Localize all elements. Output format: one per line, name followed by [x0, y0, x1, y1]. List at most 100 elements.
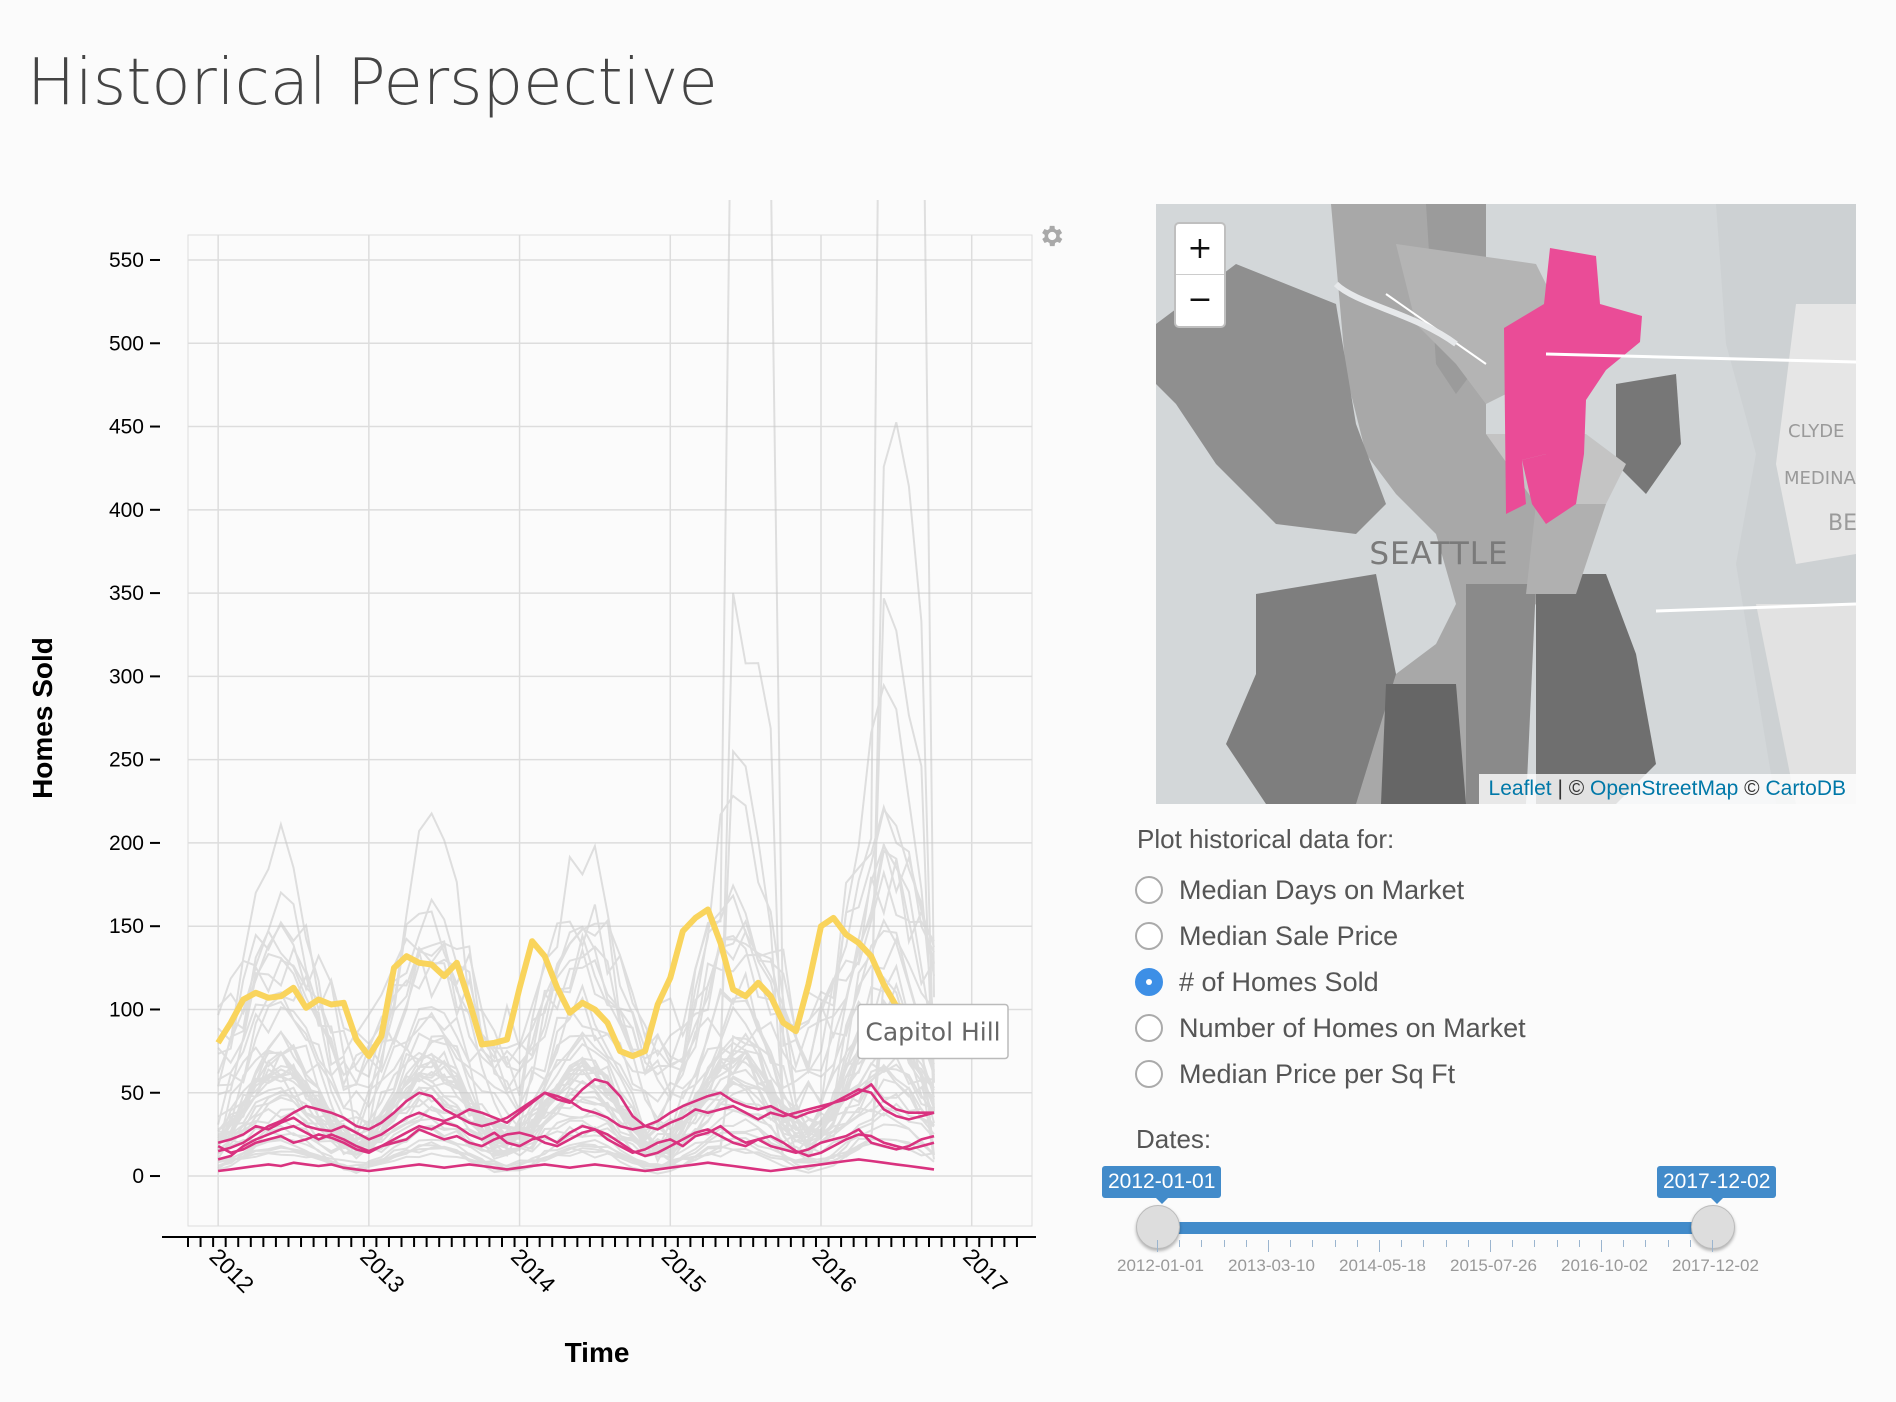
- selected-series-line: [217, 1083, 934, 1144]
- y-tick-label: 300: [109, 665, 144, 688]
- slider-tick: [1645, 1240, 1647, 1247]
- gear-icon[interactable]: [1037, 222, 1065, 250]
- background-series-line: [218, 981, 935, 1116]
- y-tick-label: 250: [109, 749, 144, 772]
- y-tick-label: 450: [109, 416, 144, 439]
- slider-tick: [1268, 1240, 1269, 1252]
- x-tick-label: 2016: [807, 1243, 862, 1298]
- radio-button[interactable]: [1135, 968, 1163, 996]
- slider-tick: [1578, 1240, 1580, 1247]
- slider-tick: [1401, 1240, 1403, 1247]
- background-series-line: [217, 1078, 935, 1163]
- plot-data-label: Plot historical data for:: [1137, 824, 1395, 854]
- slider-tick: [1623, 1240, 1625, 1247]
- date-range-slider[interactable]: 2012-01-01 2017-12-02 2012-01-01 2013-03…: [1100, 1160, 1800, 1280]
- background-series-line: [217, 1065, 935, 1148]
- tooltip-box: [857, 1003, 1009, 1060]
- tooltip-text: Capitol Hill: [865, 1017, 1000, 1046]
- zoom-control: + −: [1174, 222, 1226, 328]
- attribution-separator: | ©: [1551, 777, 1591, 800]
- slider-to-badge: 2017-12-02: [1657, 1166, 1777, 1204]
- slider-to-handle[interactable]: [1691, 1205, 1735, 1249]
- background-series-line: [217, 1105, 935, 1159]
- slider-grid-label: 2016-10-02: [1561, 1256, 1648, 1275]
- x-tick-label: 2012: [205, 1243, 260, 1298]
- homes-sold-chart: 0 50 100 150 200 250 300 350 400 450 500 550 2012 201…: [27, 200, 1036, 1368]
- radio-label: Number of Homes on Market: [1179, 1012, 1526, 1043]
- map-tiles: SEATTLE CLYDE MEDINA BE: [1156, 204, 1856, 804]
- y-tick-label: 350: [109, 582, 144, 605]
- selected-series-line: [217, 1078, 935, 1153]
- slider-selected-range[interactable]: [1156, 1222, 1710, 1234]
- dates-label: Dates:: [1136, 1124, 1212, 1154]
- slider-tick: [1512, 1240, 1514, 1247]
- zoom-out-button[interactable]: −: [1187, 282, 1213, 317]
- slider-tick: [1423, 1240, 1425, 1247]
- slider-from-badge: 2012-01-01: [1102, 1166, 1222, 1204]
- map-attribution: Leaflet | © OpenStreetMap © CartoDB: [1478, 774, 1856, 804]
- slider-from-handle[interactable]: [1136, 1205, 1180, 1249]
- radio-median-sale-price[interactable]: Median Sale Price: [1135, 913, 1875, 959]
- slider-tick: [1290, 1240, 1292, 1247]
- slider-tick: [1467, 1240, 1469, 1247]
- slider-tick: [1356, 1240, 1358, 1247]
- background-series-group: [217, 200, 935, 1175]
- slider-tick: [1334, 1240, 1336, 1247]
- y-tick-label: 100: [109, 998, 144, 1021]
- slider-grid-label: 2014-05-18: [1339, 1256, 1426, 1275]
- y-tick-label: 400: [109, 499, 144, 522]
- x-tick-label: 2017: [958, 1243, 1013, 1298]
- map-place-label: BE: [1828, 511, 1856, 536]
- slider-tick: [1179, 1240, 1181, 1247]
- slider-grid-label: 2015-07-26: [1450, 1256, 1537, 1275]
- slider-grid-label: 2012-01-01: [1117, 1256, 1204, 1275]
- zoom-in-button[interactable]: +: [1176, 224, 1224, 275]
- slider-grid-label: 2017-12-02: [1672, 1256, 1759, 1275]
- slider-grid-label: 2013-03-10: [1228, 1256, 1315, 1275]
- page-title: Historical Perspective: [27, 46, 718, 120]
- slider-tick: [1379, 1240, 1380, 1252]
- slider-tick: [1245, 1240, 1247, 1247]
- map-place-label: CLYDE: [1788, 421, 1844, 442]
- radio-homes-on-market[interactable]: Number of Homes on Market: [1135, 1005, 1875, 1051]
- background-series-line: [217, 869, 935, 1088]
- slider-tick: [1490, 1240, 1491, 1252]
- selected-series-line: [217, 1158, 935, 1173]
- attribution-separator: ©: [1738, 777, 1766, 800]
- radio-label: Median Price per Sq Ft: [1179, 1058, 1456, 1089]
- y-tick-label: 0: [132, 1165, 144, 1188]
- map-city-label: SEATTLE: [1369, 536, 1508, 572]
- cartodb-link[interactable]: CartoDB: [1765, 777, 1846, 800]
- plot-controls: Plot historical data for: Median Days on…: [1135, 818, 1875, 1097]
- slider-tick: [1712, 1240, 1713, 1252]
- radio-median-days-on-market[interactable]: Median Days on Market: [1135, 867, 1875, 913]
- y-tick-label: 50: [121, 1082, 144, 1105]
- leaflet-link[interactable]: Leaflet: [1488, 777, 1552, 800]
- slider-tick: [1157, 1240, 1158, 1252]
- slider-tick: [1445, 1240, 1447, 1247]
- y-tick-label: 500: [109, 332, 144, 355]
- x-tick-label: 2013: [355, 1243, 410, 1298]
- slider-tick: [1534, 1240, 1536, 1247]
- radio-label: # of Homes Sold: [1179, 966, 1379, 997]
- slider-tick: [1689, 1240, 1691, 1247]
- background-series-line: [217, 975, 935, 1150]
- slider-tick: [1201, 1240, 1203, 1247]
- x-tick-label: 2014: [506, 1243, 561, 1298]
- radio-button[interactable]: [1135, 1060, 1163, 1088]
- x-axis-title: Time: [565, 1337, 630, 1368]
- openstreetmap-link[interactable]: OpenStreetMap: [1590, 777, 1739, 800]
- seattle-map[interactable]: SEATTLE CLYDE MEDINA BE + − Leaflet | © …: [1156, 204, 1856, 804]
- radio-median-price-per-sqft[interactable]: Median Price per Sq Ft: [1135, 1051, 1875, 1097]
- background-series-line: [217, 1138, 935, 1170]
- radio-homes-sold[interactable]: # of Homes Sold: [1135, 959, 1875, 1005]
- background-series-line: [217, 963, 935, 1141]
- slider-tick: [1601, 1240, 1602, 1252]
- background-series-line: [217, 1142, 935, 1168]
- map-place-label: MEDINA: [1784, 468, 1856, 489]
- radio-button[interactable]: [1135, 876, 1163, 904]
- slider-tick: [1312, 1240, 1314, 1247]
- slider-tick: [1556, 1240, 1558, 1247]
- radio-button[interactable]: [1135, 1014, 1163, 1042]
- radio-button[interactable]: [1135, 922, 1163, 950]
